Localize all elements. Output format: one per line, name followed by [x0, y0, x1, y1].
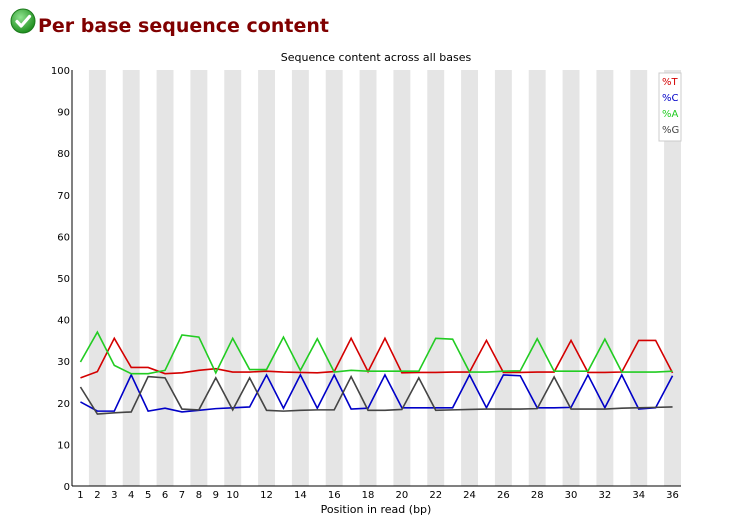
x-tick-label: 16 [328, 490, 341, 501]
grid-band [359, 70, 377, 486]
x-tick-labels: 1 2 3 4 5 6 7 8 9 10 12 14 16 18 20 22 24 26 28 30 32 34 36 [77, 490, 679, 501]
y-tick-label: 0 [64, 482, 70, 493]
series-line-c [80, 373, 674, 413]
legend-entry: %T [662, 77, 679, 88]
x-tick-label: 18 [362, 490, 375, 501]
y-tick-label: 20 [57, 399, 70, 410]
grid-band [156, 70, 174, 486]
series-lines [79, 330, 674, 415]
x-tick-label: 12 [260, 490, 273, 501]
y-tick-label: 100 [51, 66, 70, 77]
check-icon [10, 8, 36, 34]
grid-band [461, 70, 478, 486]
legend: %T %C %A %G [658, 72, 682, 142]
x-tick-label: 2 [94, 490, 100, 501]
x-tick-label: 9 [213, 490, 219, 501]
y-tick-label: 60 [57, 232, 70, 243]
x-tick-label: 3 [111, 490, 117, 501]
y-tick-label: 90 [57, 108, 70, 119]
grid-band [427, 70, 445, 486]
x-tick-label: 24 [463, 490, 476, 501]
y-tick-label: 10 [57, 440, 70, 451]
x-tick-label: 10 [226, 490, 239, 501]
grid-band [596, 70, 614, 486]
y-tick-labels: 0 10 20 30 40 50 60 70 80 90 100 [51, 66, 70, 493]
grid-band [630, 70, 648, 486]
page-title: Per base sequence content [38, 15, 329, 37]
grid-band [494, 70, 512, 486]
grid-band [258, 70, 275, 486]
grid-band [393, 70, 411, 486]
grid-band [224, 70, 242, 486]
x-tick-label: 6 [162, 490, 168, 501]
series-line-g [79, 374, 673, 415]
x-tick-label: 36 [666, 490, 679, 501]
series-line-a [79, 330, 673, 375]
x-tick-label: 5 [145, 490, 151, 501]
grid-band [190, 70, 208, 486]
grid-band [562, 70, 580, 486]
report-header: Per base sequence content [10, 6, 329, 40]
x-tick-label: 4 [128, 490, 134, 501]
legend-box [658, 72, 682, 142]
grid-band [88, 70, 106, 486]
grid-band [291, 70, 309, 486]
x-tick-label: 26 [497, 490, 510, 501]
grid-band [528, 70, 546, 486]
x-tick-label: 7 [179, 490, 185, 501]
x-axis-label: Position in read (bp) [321, 503, 432, 516]
x-tick-label: 14 [294, 490, 307, 501]
legend-entry: %G [662, 125, 679, 136]
x-tick-label: 1 [77, 490, 83, 501]
legend-entry: %A [662, 109, 679, 120]
x-tick-label: 22 [429, 490, 442, 501]
grid-band [664, 70, 681, 486]
y-tick-label: 50 [57, 274, 70, 285]
y-tick-label: 40 [57, 316, 70, 327]
legend-entry: %C [662, 93, 679, 104]
y-tick-label: 80 [57, 149, 70, 160]
x-tick-label: 28 [531, 490, 544, 501]
series-line-t [80, 336, 674, 379]
x-tick-label: 30 [565, 490, 578, 501]
y-tick-label: 70 [57, 191, 70, 202]
x-tick-label: 34 [632, 490, 645, 501]
chart-title: Sequence content across all bases [281, 51, 472, 64]
x-tick-label: 20 [396, 490, 409, 501]
grid-band [325, 70, 343, 486]
x-tick-label: 8 [196, 490, 202, 501]
grid-bands [88, 70, 681, 486]
y-tick-label: 30 [57, 357, 70, 368]
grid-band [122, 70, 140, 486]
axes [71, 70, 681, 487]
x-tick-label: 32 [599, 490, 612, 501]
